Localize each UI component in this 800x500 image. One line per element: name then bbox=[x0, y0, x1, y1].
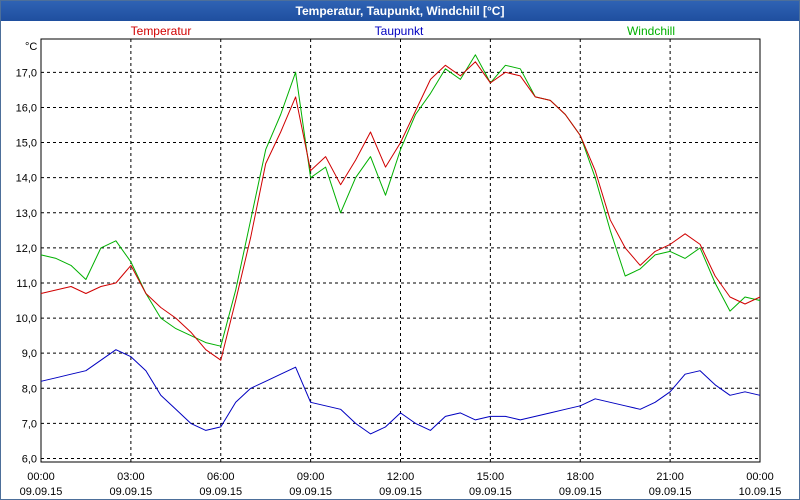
series-line-windchill bbox=[40, 54, 761, 347]
x-tick-date-label: 09.09.15 bbox=[469, 486, 512, 498]
x-tick-time-label: 03:00 bbox=[117, 471, 145, 483]
y-tick-label: 12,0 bbox=[16, 243, 37, 255]
x-tick-date-label: 09.09.15 bbox=[20, 486, 63, 498]
y-tick-label: 16,0 bbox=[16, 102, 37, 114]
y-tick-label: 6,0 bbox=[22, 453, 37, 465]
x-tick-time-label: 15:00 bbox=[477, 471, 505, 483]
y-tick-label: 14,0 bbox=[16, 173, 37, 185]
y-tick-label: 9,0 bbox=[22, 348, 37, 360]
x-tick-date-label: 10.09.15 bbox=[739, 486, 782, 498]
x-tick-time-label: 00:00 bbox=[27, 471, 55, 483]
series-lines bbox=[40, 54, 761, 435]
plot-border bbox=[40, 38, 761, 463]
y-tick-label: 15,0 bbox=[16, 138, 37, 150]
y-axis-label: °C bbox=[25, 41, 37, 53]
x-tick-date-label: 09.09.15 bbox=[199, 486, 242, 498]
chart-title: Temperatur, Taupunkt, Windchill [°C] bbox=[295, 4, 505, 18]
series-line-temperatur bbox=[40, 61, 761, 361]
x-tick-date-label: 09.09.15 bbox=[559, 486, 602, 498]
x-tick-time-label: 00:00 bbox=[746, 471, 774, 483]
y-tick-label: 10,0 bbox=[16, 313, 37, 325]
legend-item-temperatur: Temperatur bbox=[131, 24, 192, 38]
y-tick-label: 13,0 bbox=[16, 208, 37, 220]
x-tick-time-label: 09:00 bbox=[297, 471, 325, 483]
y-tick-label: 8,0 bbox=[22, 383, 37, 395]
y-tick-label: 7,0 bbox=[22, 418, 37, 430]
x-axis-ticks: 00:00 09.09.15 03:00 09.09.15 06:00 09.09.15 0… bbox=[20, 471, 782, 498]
legend: Temperatur Taupunkt Windchill bbox=[131, 24, 675, 38]
y-axis-ticks: 6,0 7,0 8,0 9,0 10,0 11,0 12,0 13,0 14,0 15,0 16,0… bbox=[16, 67, 37, 465]
y-tick-label: 11,0 bbox=[16, 278, 37, 290]
x-tick-date-label: 09.09.15 bbox=[289, 486, 332, 498]
x-tick-date-label: 09.09.15 bbox=[649, 486, 692, 498]
legend-item-taupunkt: Taupunkt bbox=[375, 24, 424, 38]
series-line-taupunkt bbox=[40, 349, 761, 435]
x-tick-date-label: 09.09.15 bbox=[109, 486, 152, 498]
legend-item-windchill: Windchill bbox=[627, 24, 675, 38]
y-tick-label: 17,0 bbox=[16, 67, 37, 79]
x-tick-time-label: 21:00 bbox=[656, 471, 684, 483]
x-tick-time-label: 18:00 bbox=[566, 471, 594, 483]
x-tick-time-label: 06:00 bbox=[207, 471, 235, 483]
x-tick-time-label: 12:00 bbox=[387, 471, 415, 483]
grid bbox=[41, 39, 760, 462]
title-bar: Temperatur, Taupunkt, Windchill [°C] bbox=[1, 1, 799, 21]
x-tick-date-label: 09.09.15 bbox=[379, 486, 422, 498]
